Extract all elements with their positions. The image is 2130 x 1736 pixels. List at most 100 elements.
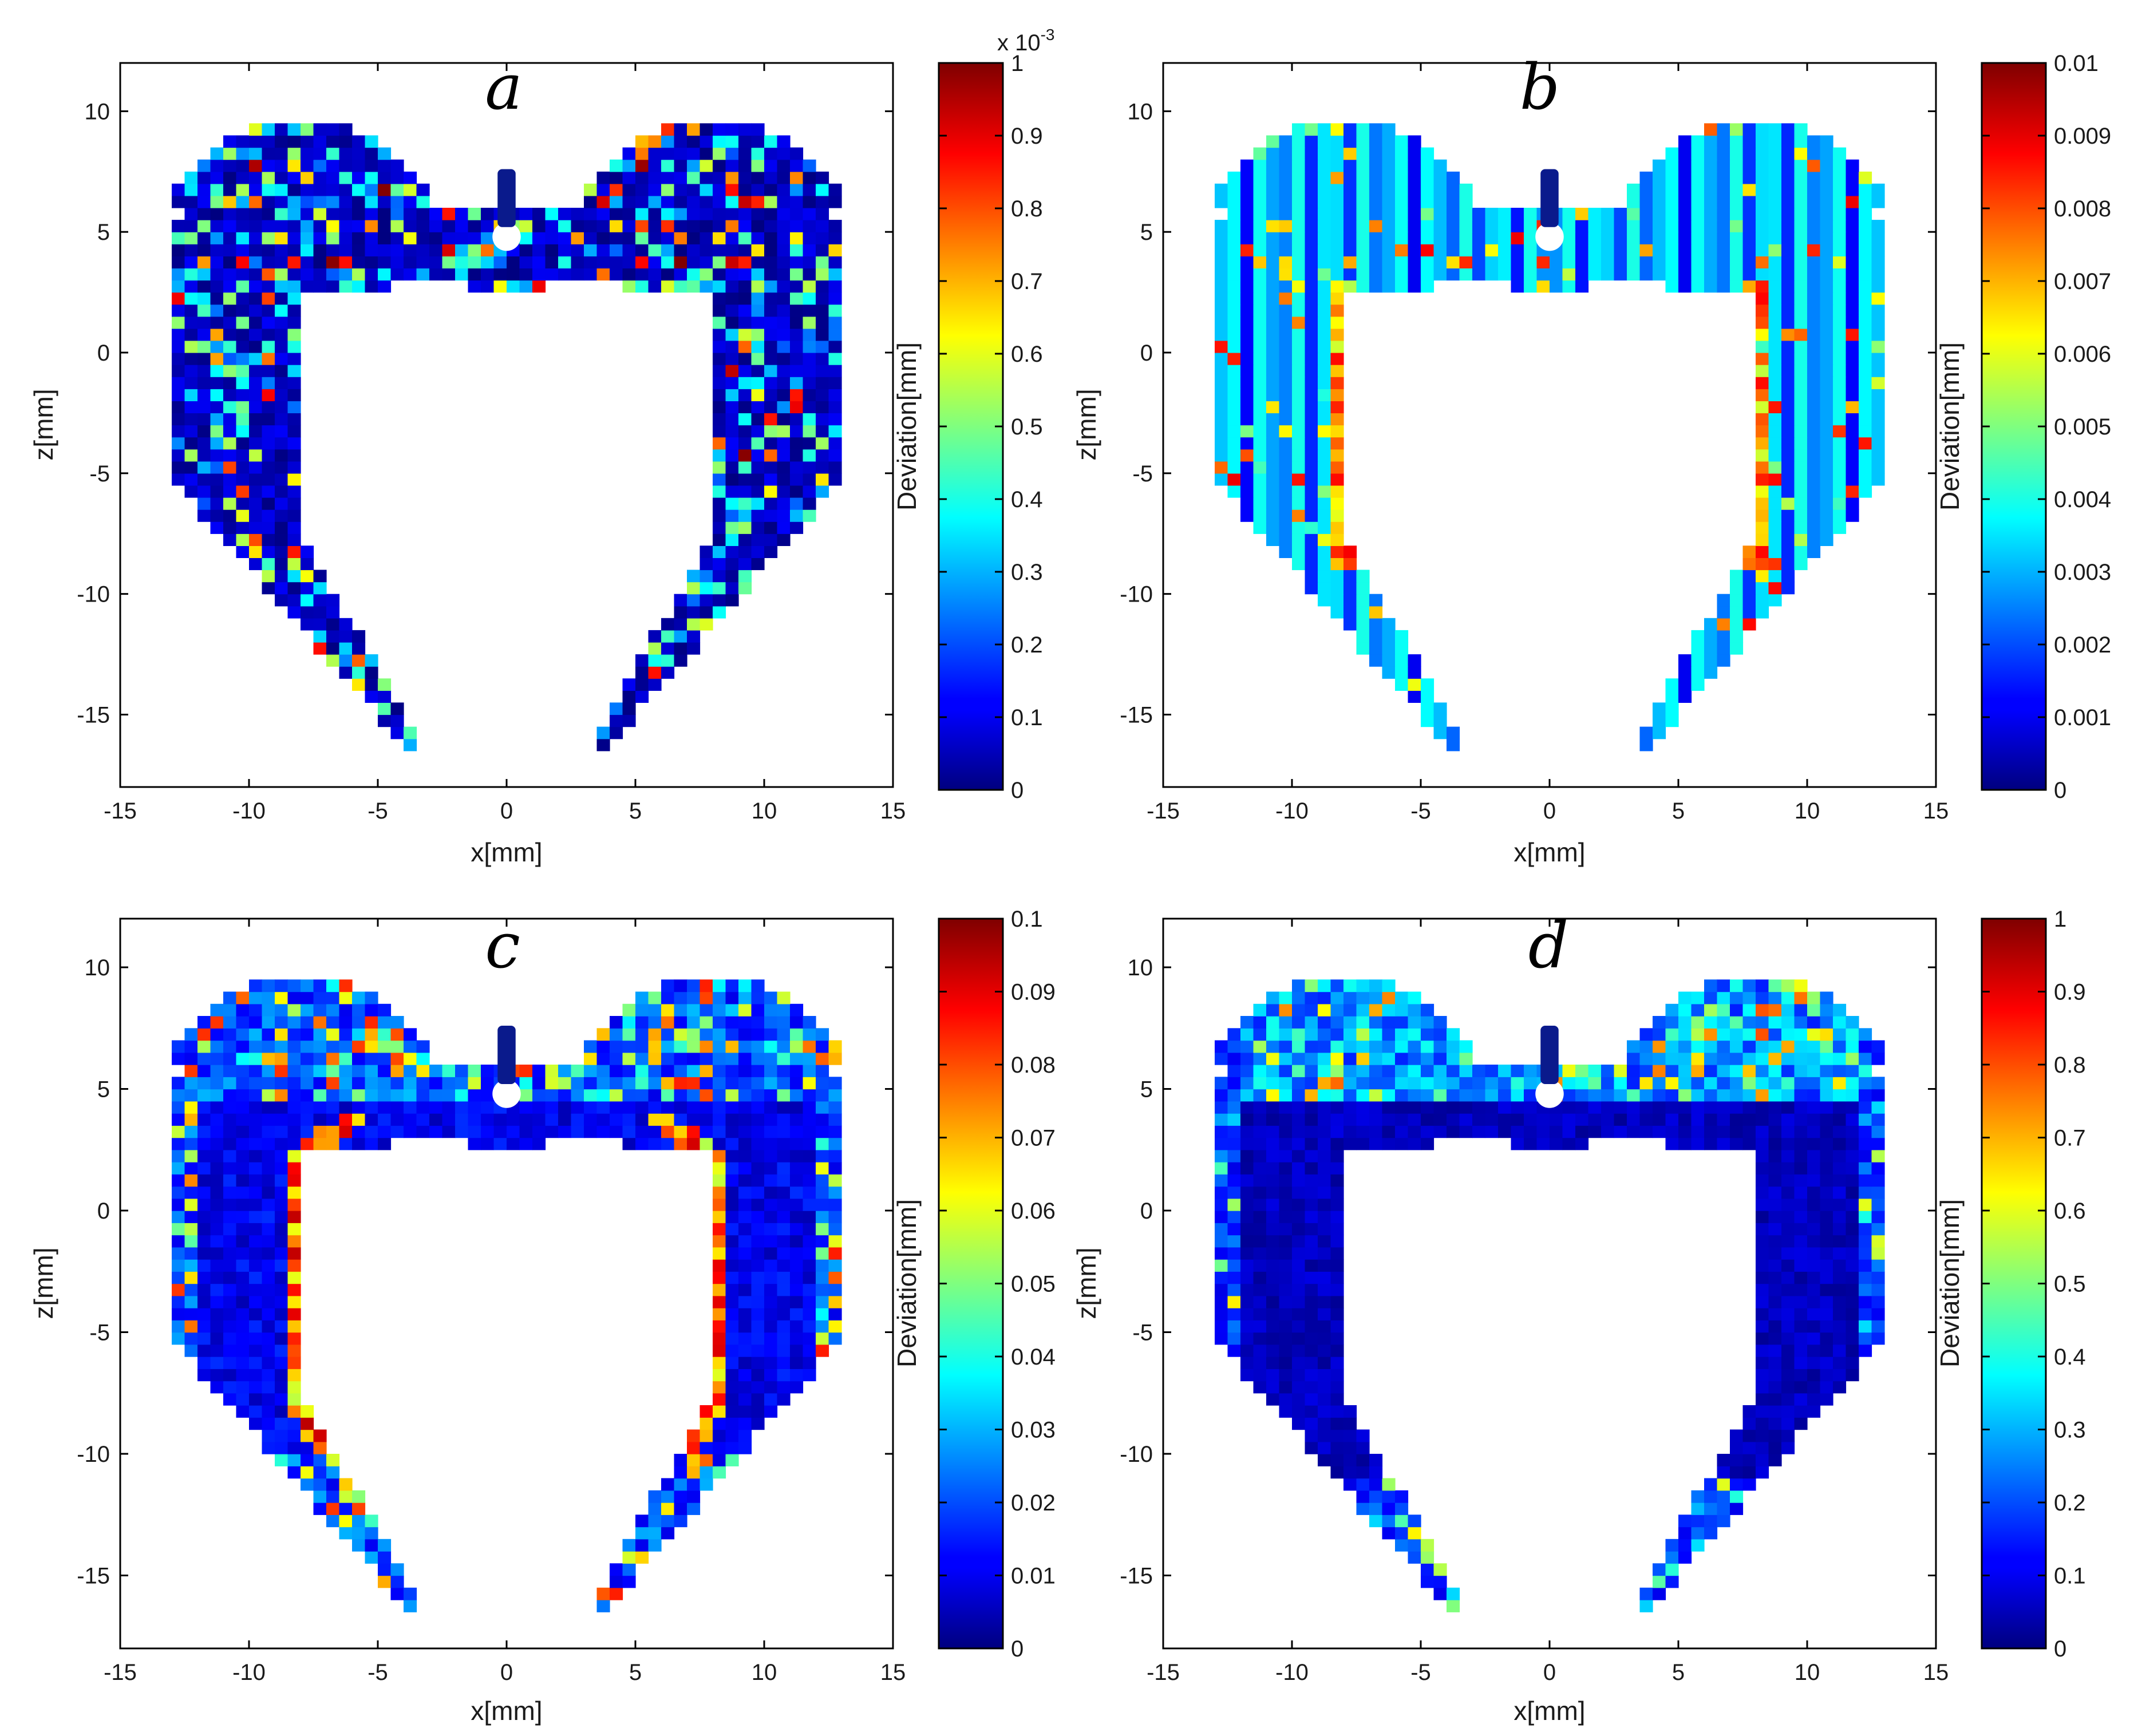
heatmap-cell xyxy=(223,1344,237,1357)
heatmap-cell xyxy=(1794,1247,1808,1260)
heatmap-cell xyxy=(1459,1077,1473,1090)
heatmap-cell xyxy=(1292,340,1306,353)
heatmap-cell xyxy=(287,208,301,220)
heatmap-cell xyxy=(738,1149,752,1162)
heatmap-cell xyxy=(751,1344,765,1357)
heatmap-cell xyxy=(262,1320,275,1333)
heatmap-cell xyxy=(1833,1003,1847,1017)
heatmap-cell xyxy=(828,1149,842,1162)
heatmap-cell xyxy=(816,208,829,220)
heatmap-cell xyxy=(816,232,829,244)
heatmap-cell xyxy=(172,1308,185,1320)
heatmap-cell xyxy=(1279,292,1293,305)
heatmap-cell xyxy=(1266,1320,1280,1333)
heatmap-cell xyxy=(1343,1417,1357,1430)
heatmap-cell xyxy=(352,1089,366,1102)
heatmap-cell xyxy=(725,582,739,595)
heatmap-cell xyxy=(223,1162,237,1175)
heatmap-cell xyxy=(687,220,701,232)
heatmap-cell xyxy=(738,1162,752,1175)
heatmap-cell xyxy=(352,1077,366,1090)
heatmap-cell xyxy=(223,521,237,534)
heatmap-cell xyxy=(1691,147,1705,160)
heatmap-cell xyxy=(429,232,443,244)
heatmap-cell xyxy=(1318,1417,1331,1430)
heatmap-cell xyxy=(390,195,404,208)
heatmap-cell xyxy=(1447,738,1460,752)
heatmap-cell xyxy=(1215,328,1228,341)
heatmap-cell xyxy=(1253,1174,1267,1187)
heatmap-cell xyxy=(1240,1344,1254,1357)
heatmap-cell xyxy=(197,244,211,256)
heatmap-cell xyxy=(700,1405,713,1418)
heatmap-cell xyxy=(365,268,378,281)
heatmap-cell xyxy=(326,1028,340,1041)
heatmap-cell xyxy=(1846,292,1859,305)
heatmap-cell xyxy=(1279,425,1293,438)
colorbar-tick-label: 0.4 xyxy=(2054,1344,2086,1370)
heatmap-cell xyxy=(1846,1369,1859,1382)
heatmap-cell xyxy=(725,208,739,220)
heatmap-cell xyxy=(1639,1028,1653,1041)
heatmap-cell xyxy=(635,1052,649,1065)
heatmap-cell xyxy=(1382,256,1396,268)
y-tick-label: -15 xyxy=(1120,1564,1153,1589)
heatmap-cell xyxy=(1330,991,1344,1005)
heatmap-cell xyxy=(1846,340,1859,353)
heatmap-cell xyxy=(713,1016,726,1029)
heatmap-cell xyxy=(275,521,289,534)
heatmap-cell xyxy=(1330,1454,1344,1466)
heatmap-cell xyxy=(777,991,791,1005)
heatmap-cell xyxy=(1550,1137,1563,1150)
heatmap-cell xyxy=(1665,1101,1679,1114)
heatmap-cell xyxy=(287,437,301,450)
heatmap-cell xyxy=(790,1235,804,1248)
heatmap-cell xyxy=(1846,159,1859,172)
heatmap-cell xyxy=(1279,135,1293,148)
heatmap-cell xyxy=(1768,244,1782,256)
heatmap-cell xyxy=(184,1113,198,1126)
heatmap-cell xyxy=(1704,123,1718,136)
heatmap-cell xyxy=(725,389,739,401)
heatmap-cell xyxy=(1227,1235,1241,1248)
heatmap-cell xyxy=(249,1381,263,1394)
y-tick-label: -5 xyxy=(89,1320,110,1346)
heatmap-cell xyxy=(1292,377,1306,389)
heatmap-cell xyxy=(236,437,250,450)
heatmap-cell xyxy=(262,183,275,196)
heatmap-cell xyxy=(610,256,623,268)
heatmap-cell xyxy=(1305,365,1318,377)
heatmap-cell xyxy=(197,183,211,196)
heatmap-cell xyxy=(1820,991,1833,1005)
heatmap-cell xyxy=(790,365,804,377)
heatmap-cell xyxy=(481,208,495,220)
heatmap-cell xyxy=(1433,256,1447,268)
heatmap-cell xyxy=(1382,1514,1396,1528)
heatmap-cell xyxy=(790,220,804,232)
heatmap-cell xyxy=(1768,365,1782,377)
heatmap-cell xyxy=(622,678,636,691)
heatmap-cell xyxy=(1859,1137,1872,1150)
heatmap-cell xyxy=(249,365,263,377)
heatmap-cell xyxy=(1292,1028,1306,1041)
heatmap-cell xyxy=(816,292,829,305)
heatmap-cell xyxy=(1665,1575,1679,1588)
heatmap-cell xyxy=(236,244,250,256)
heatmap-cell xyxy=(622,1563,636,1576)
heatmap-cell xyxy=(1871,195,1885,208)
heatmap-cell xyxy=(481,1065,495,1077)
heatmap-cell xyxy=(622,220,636,232)
heatmap-cell xyxy=(1820,1369,1833,1382)
heatmap-cell xyxy=(1859,1113,1872,1126)
heatmap-cell xyxy=(236,1040,250,1053)
heatmap-cell xyxy=(751,1308,765,1320)
heatmap-cell xyxy=(184,1077,198,1090)
heatmap-cell xyxy=(1653,256,1666,268)
heatmap-cell xyxy=(301,618,314,631)
heatmap-cell xyxy=(1395,1003,1409,1017)
heatmap-cell xyxy=(1395,630,1409,643)
heatmap-cell xyxy=(713,1028,726,1041)
heatmap-cell xyxy=(1601,244,1615,256)
heatmap-cell xyxy=(287,1308,301,1320)
heatmap-cell xyxy=(287,171,301,184)
